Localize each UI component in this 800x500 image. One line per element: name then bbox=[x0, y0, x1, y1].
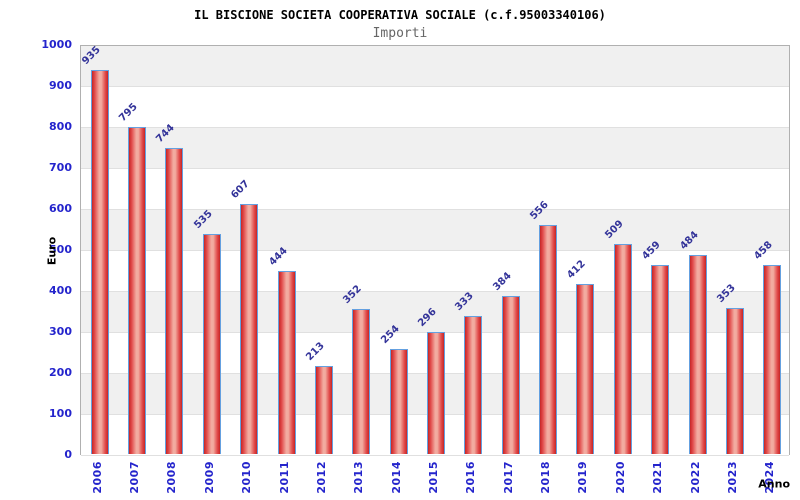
bar bbox=[725, 308, 744, 454]
x-tick-label: 2019 bbox=[576, 461, 590, 494]
y-tick-label: 1000 bbox=[41, 37, 72, 51]
bar bbox=[539, 225, 558, 454]
plot-area: 935 795 744 535 607 444 213 352 254 296 333 384 556 4… bbox=[80, 44, 790, 456]
grid-band bbox=[81, 251, 789, 292]
x-tick-label: 2017 bbox=[501, 461, 515, 494]
y-tick-label: 100 bbox=[49, 406, 72, 420]
bar bbox=[314, 366, 333, 454]
x-tick-label: 2010 bbox=[240, 461, 254, 494]
bar bbox=[202, 234, 221, 454]
bar bbox=[651, 265, 670, 454]
x-tick-label: 2006 bbox=[90, 461, 104, 494]
grid-band bbox=[81, 292, 789, 333]
y-tick-label: 600 bbox=[49, 201, 72, 215]
y-tick-label: 800 bbox=[49, 119, 72, 133]
x-tick-label: 2011 bbox=[277, 461, 291, 494]
bar bbox=[763, 265, 782, 454]
x-tick-label: 2013 bbox=[352, 461, 366, 494]
bar bbox=[427, 332, 445, 454]
bar bbox=[464, 316, 483, 454]
x-tick-label: 2016 bbox=[464, 461, 478, 494]
x-tick-label: 2018 bbox=[539, 461, 553, 494]
x-tick-label: 2021 bbox=[651, 461, 665, 494]
bar bbox=[240, 204, 259, 454]
bar bbox=[688, 255, 707, 454]
x-tick-label: 2020 bbox=[613, 461, 627, 494]
x-tick-label: 2007 bbox=[128, 461, 142, 494]
x-tick-label: 2014 bbox=[389, 461, 403, 494]
grid-band bbox=[81, 46, 789, 87]
bar bbox=[352, 309, 371, 454]
y-tick-label: 500 bbox=[49, 242, 72, 256]
bar bbox=[389, 349, 408, 454]
x-axis-label: Anno bbox=[758, 477, 790, 491]
grid-band bbox=[81, 169, 789, 210]
x-tick-label: 2023 bbox=[725, 461, 739, 494]
y-tick-label: 400 bbox=[49, 283, 72, 297]
bar bbox=[501, 296, 520, 454]
grid-band bbox=[81, 210, 789, 251]
x-tick-label: 2015 bbox=[427, 461, 440, 494]
bar bbox=[165, 148, 184, 454]
bar bbox=[613, 244, 632, 454]
y-tick-label: 300 bbox=[49, 324, 72, 338]
x-tick-label: 2012 bbox=[314, 461, 328, 494]
x-tick-label: 2009 bbox=[202, 461, 216, 494]
y-tick-label: 700 bbox=[49, 160, 72, 174]
grid-band bbox=[81, 128, 789, 169]
x-tick-label: 2022 bbox=[688, 461, 702, 494]
chart-subtitle: Importi bbox=[372, 26, 428, 41]
y-tick-label: 0 bbox=[64, 447, 72, 461]
bar bbox=[90, 70, 109, 454]
y-tick-label: 200 bbox=[49, 365, 72, 379]
x-tick-label: 2008 bbox=[165, 461, 179, 494]
bar bbox=[277, 271, 296, 454]
bar bbox=[576, 284, 595, 454]
y-tick-label: 900 bbox=[49, 78, 72, 92]
grid-band bbox=[81, 87, 789, 128]
chart-title: IL BISCIONE SOCIETA COOPERATIVA SOCIALE … bbox=[194, 8, 606, 22]
bar bbox=[128, 127, 147, 454]
y-axis-label: Euro bbox=[45, 236, 59, 266]
